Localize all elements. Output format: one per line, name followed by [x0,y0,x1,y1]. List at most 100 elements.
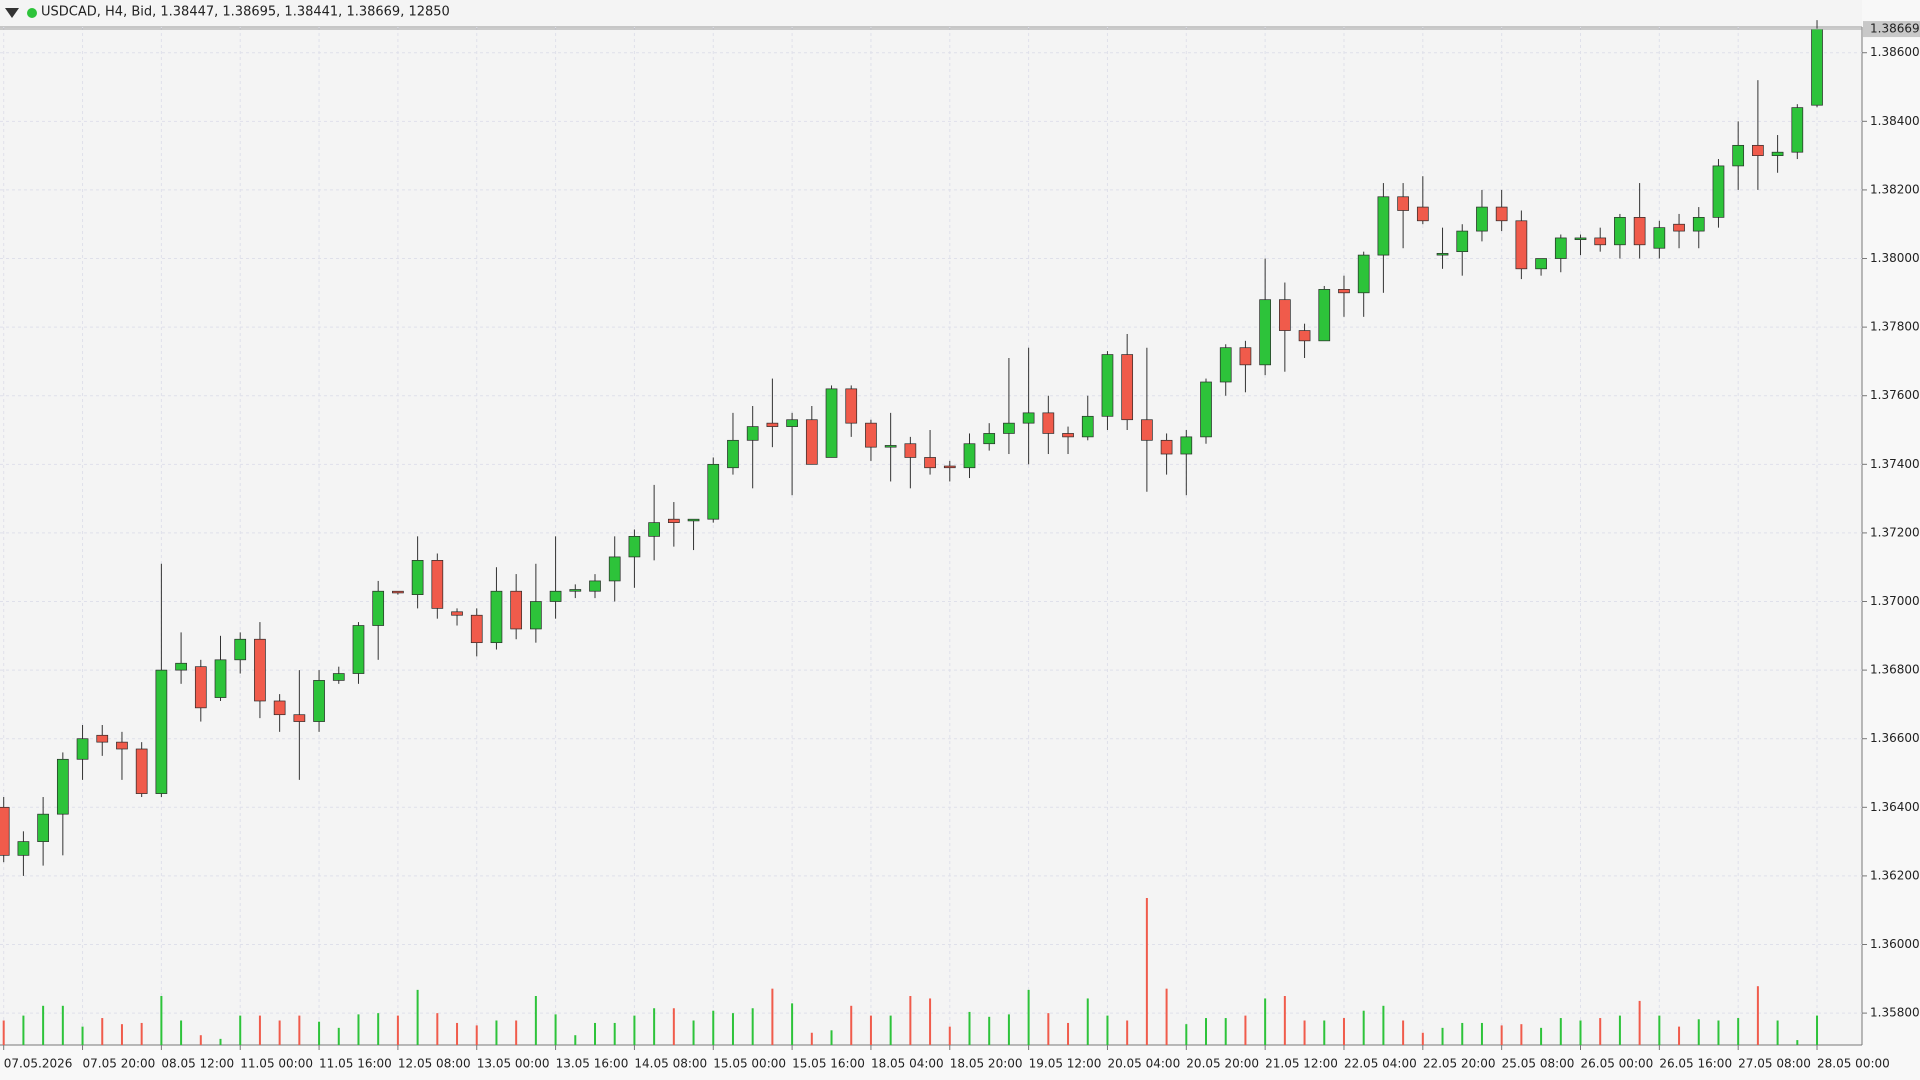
candle-body [569,589,582,592]
candle-body [1141,419,1153,441]
candle-body [1377,196,1390,256]
status-dot [27,8,37,18]
candle-body [194,666,207,709]
candle-body [76,738,89,760]
candle-body [1752,144,1764,156]
x-tick-label: 26.05 16:00 [1659,1057,1732,1071]
x-tick-label: 27.05 08:00 [1738,1057,1811,1071]
candle-body [411,560,424,596]
x-tick-label: 21.05 12:00 [1265,1057,1338,1071]
x-tick-label: 22.05 20:00 [1423,1057,1496,1071]
candle-body [490,590,503,644]
candle-body [1200,381,1212,438]
candle-body [1791,107,1804,153]
chart-title: USDCAD, H4, Bid, 1.38447, 1.38695, 1.384… [41,5,450,20]
candle-body [943,465,956,469]
candle-body [293,714,306,722]
candle-body [963,443,976,469]
menu-triangle[interactable] [5,8,19,18]
candle-body [1436,253,1449,256]
x-tick-label: 18.05 20:00 [950,1057,1023,1071]
price-axis-area [1862,0,1920,1080]
y-tick-label: 1.36200 [1870,868,1920,882]
candle-body [1278,299,1291,331]
candle-body [332,673,345,681]
candle-body [746,426,759,441]
candle-body [766,422,779,427]
candle-body [234,638,247,661]
candle-body [1594,237,1607,246]
candle-body [352,625,365,674]
candle-body [589,580,601,592]
candle-body [1062,433,1074,438]
x-tick-label: 11.05 00:00 [240,1057,313,1071]
x-tick-label: 20.05 20:00 [1186,1057,1259,1071]
candle-body [1515,220,1528,270]
candle-body [1318,289,1331,342]
x-tick-label: 25.05 08:00 [1502,1057,1575,1071]
candle-body [1535,258,1547,270]
candle-body [1259,299,1271,366]
x-tick-label: 15.05 00:00 [713,1057,786,1071]
y-tick-label: 1.37200 [1870,525,1920,539]
x-tick-label: 28.05 00:00 [1817,1057,1890,1071]
candle-body [648,522,660,537]
y-tick-label: 1.37000 [1870,594,1920,608]
candle-body [1732,144,1745,167]
candle-body [135,748,148,794]
candle-body [549,590,562,602]
x-tick-label: 15.05 16:00 [792,1057,865,1071]
candle-body [1495,206,1508,222]
y-tick-label: 1.36800 [1870,663,1920,677]
candle-body [510,590,523,630]
y-tick-label: 1.36400 [1870,800,1920,814]
x-tick-label: 14.05 08:00 [634,1057,707,1071]
current-price-label: 1.38669 [1870,22,1920,36]
candle-body [451,611,463,616]
candle-body [628,535,641,558]
y-tick-label: 1.36600 [1870,731,1920,745]
y-tick-label: 1.38000 [1870,251,1920,265]
candle-body [904,443,917,458]
candle-body [1574,237,1587,241]
x-tick-label: 07.05.2026 [4,1057,73,1071]
candle-body [1397,196,1409,211]
x-tick-label: 18.05 04:00 [871,1057,944,1071]
candle-body [1712,165,1725,218]
x-tick-label: 22.05 04:00 [1344,1057,1417,1071]
candle-body [175,662,187,671]
candle-body [56,758,69,815]
candle-body [1003,422,1015,434]
candle-body [865,422,877,448]
candle-body [1101,354,1114,417]
candle-body [983,433,996,445]
candle-body [1338,289,1350,294]
candle-body [155,669,168,794]
candle-body [392,590,404,594]
x-tick-label: 11.05 16:00 [319,1057,392,1071]
candle-body [1771,151,1784,156]
y-tick-label: 1.37800 [1870,320,1920,334]
time-axis-area [0,1045,1920,1080]
candle-body [884,445,897,448]
candle-body [254,638,266,702]
candle-body [786,419,798,427]
candle-body [924,457,936,469]
candle-body [1298,330,1311,342]
y-tick-label: 1.38400 [1870,114,1920,128]
x-tick-label: 13.05 00:00 [477,1057,550,1071]
candle-body [845,388,858,424]
y-tick-label: 1.38600 [1870,45,1920,59]
candle-body [1456,230,1469,253]
y-tick-label: 1.38200 [1870,182,1920,196]
candle-body [1022,412,1035,424]
candle-body [1239,347,1252,366]
x-tick-label: 26.05 00:00 [1581,1057,1654,1071]
x-tick-label: 13.05 16:00 [556,1057,629,1071]
candle-body [1121,354,1134,421]
candle-body [0,806,10,856]
candle-body [1180,436,1193,455]
